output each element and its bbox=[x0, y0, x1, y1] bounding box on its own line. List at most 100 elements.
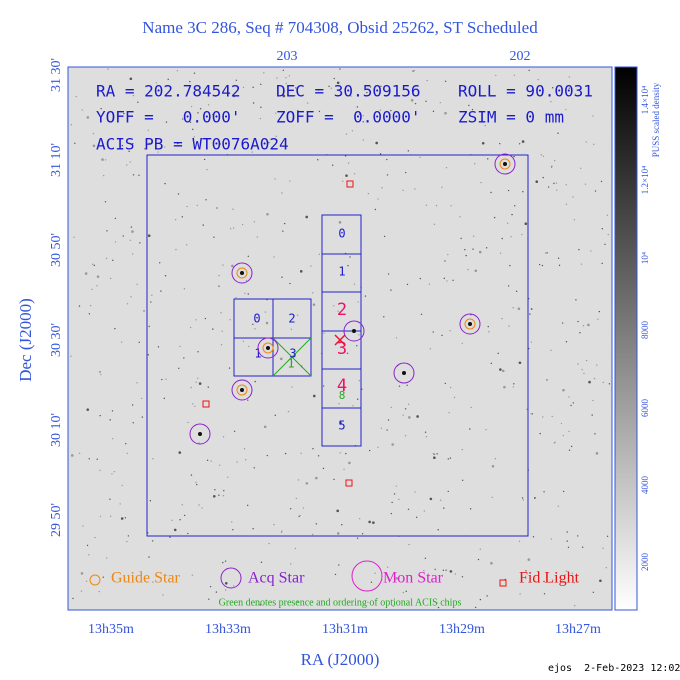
noise-dot bbox=[192, 403, 194, 405]
noise-dot bbox=[107, 68, 109, 70]
noise-dot bbox=[565, 108, 567, 111]
noise-dot bbox=[467, 268, 469, 271]
left-tick: 30 50' bbox=[49, 233, 64, 267]
noise-dot bbox=[592, 399, 594, 402]
noise-dot bbox=[147, 234, 151, 238]
noise-dot bbox=[378, 86, 381, 88]
noise-dot bbox=[110, 515, 112, 517]
noise-dot bbox=[573, 582, 576, 584]
noise-dot bbox=[73, 236, 75, 239]
noise-dot bbox=[380, 427, 383, 429]
info-text: ACIS PB = WT0076A024 bbox=[96, 135, 289, 154]
noise-dot bbox=[295, 87, 297, 89]
noise-dot bbox=[208, 598, 210, 600]
chip-label: 5 bbox=[338, 419, 345, 433]
noise-dot bbox=[356, 398, 359, 400]
noise-dot bbox=[542, 155, 545, 158]
bottom-tick: 13h31m bbox=[322, 622, 368, 637]
noise-dot bbox=[266, 454, 268, 457]
noise-dot bbox=[572, 402, 575, 404]
noise-dot bbox=[243, 448, 246, 450]
noise-dot bbox=[485, 428, 487, 431]
noise-dot bbox=[338, 564, 340, 566]
noise-dot bbox=[347, 162, 350, 164]
noise-dot bbox=[105, 257, 108, 260]
noise-dot bbox=[556, 189, 558, 191]
noise-dot bbox=[190, 105, 193, 108]
noise-dot bbox=[601, 228, 603, 230]
noise-dot bbox=[377, 446, 379, 449]
noise-dot bbox=[207, 386, 209, 388]
noise-dot bbox=[189, 121, 192, 123]
noise-dot bbox=[291, 361, 293, 363]
noise-dot bbox=[480, 181, 482, 184]
noise-dot bbox=[136, 382, 138, 384]
noise-dot bbox=[377, 198, 379, 200]
noise-dot bbox=[317, 89, 320, 91]
noise-dot bbox=[220, 343, 223, 346]
chip-label: 1 bbox=[338, 265, 345, 279]
noise-dot bbox=[364, 295, 367, 297]
noise-dot bbox=[72, 597, 74, 600]
noise-dot bbox=[529, 313, 531, 315]
noise-dot bbox=[310, 265, 312, 267]
noise-dot bbox=[358, 518, 361, 520]
noise-dot bbox=[229, 319, 231, 321]
noise-dot bbox=[429, 497, 433, 501]
bottom-tick: 13h33m bbox=[205, 622, 251, 637]
noise-dot bbox=[260, 83, 262, 85]
chip-label: 1 bbox=[254, 347, 261, 361]
noise-dot bbox=[131, 253, 134, 255]
noise-dot bbox=[162, 594, 164, 596]
acq-star bbox=[459, 313, 481, 335]
noise-dot bbox=[550, 538, 553, 540]
noise-dot bbox=[245, 279, 248, 282]
noise-dot bbox=[566, 531, 568, 533]
noise-dot bbox=[374, 572, 376, 574]
noise-dot bbox=[350, 95, 352, 97]
noise-dot bbox=[312, 394, 316, 398]
noise-dot bbox=[169, 536, 171, 538]
optional-chip-label: 1 bbox=[287, 357, 294, 371]
info-text: ZOFF = 0.0000' bbox=[276, 108, 421, 127]
noise-dot bbox=[198, 504, 200, 506]
noise-dot bbox=[333, 305, 335, 307]
noise-dot bbox=[568, 430, 570, 433]
noise-dot bbox=[288, 75, 291, 77]
noise-dot bbox=[222, 561, 224, 564]
noise-dot bbox=[402, 414, 404, 416]
guide-star bbox=[499, 158, 511, 170]
colorbar-tick: 2000 bbox=[640, 553, 650, 572]
noise-dot bbox=[275, 112, 277, 114]
noise-dot bbox=[80, 572, 84, 575]
noise-dot bbox=[553, 160, 556, 162]
noise-dot bbox=[102, 174, 105, 177]
noise-dot bbox=[128, 150, 130, 153]
bottom-tick: 13h35m bbox=[88, 622, 134, 637]
noise-dot bbox=[448, 411, 450, 414]
noise-dot bbox=[405, 590, 407, 593]
left-tick: 31 10' bbox=[49, 143, 64, 177]
noise-dot bbox=[189, 80, 191, 83]
noise-dot bbox=[165, 121, 168, 123]
noise-dot bbox=[565, 570, 567, 572]
noise-dot bbox=[147, 354, 150, 356]
noise-dot bbox=[575, 299, 577, 301]
noise-dot bbox=[598, 310, 601, 313]
acq-star bbox=[494, 153, 516, 175]
noise-dot bbox=[561, 114, 563, 117]
top-tick: 202 bbox=[510, 49, 531, 64]
noise-dot bbox=[178, 451, 182, 454]
noise-dot bbox=[247, 293, 249, 295]
noise-dot bbox=[593, 377, 596, 380]
noise-dot bbox=[566, 540, 568, 542]
noise-dot bbox=[518, 361, 522, 365]
noise-dot bbox=[541, 264, 544, 267]
noise-dot bbox=[157, 151, 159, 153]
noise-dot bbox=[441, 334, 443, 337]
noise-dot bbox=[253, 467, 255, 469]
noise-dot bbox=[121, 144, 124, 147]
left-tick: 29 50' bbox=[49, 503, 64, 537]
noise-dot bbox=[428, 283, 431, 285]
noise-dot bbox=[351, 130, 354, 132]
